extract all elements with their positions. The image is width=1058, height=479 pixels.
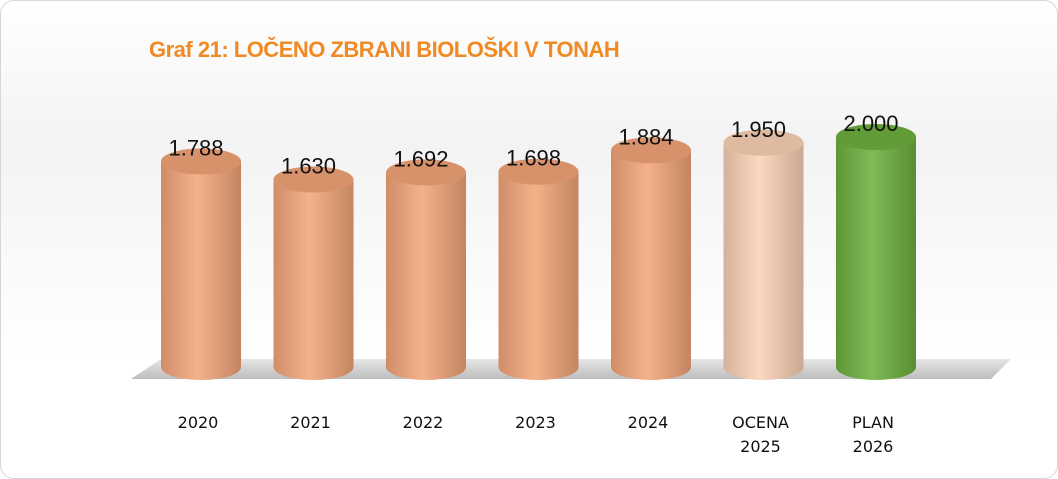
value-label: 1.692 [393, 146, 448, 171]
bar-top [161, 148, 241, 175]
value-label: 2.000 [843, 111, 898, 136]
x-tick-label: 2020 [177, 413, 219, 432]
value-label: 1.698 [506, 146, 561, 171]
value-label: 1.630 [281, 154, 336, 179]
x-tick-label: 2021 [290, 413, 331, 432]
value-label: 1.884 [618, 124, 673, 149]
bar [273, 179, 354, 367]
x-tick-label: 2022 [402, 413, 444, 432]
value-label: 1.788 [168, 135, 223, 160]
x-tick-label: 2024 [627, 413, 669, 432]
x-tick-label: 2023 [515, 413, 556, 432]
x-tick-label: OCENA 2025 [732, 413, 789, 456]
x-tick-label: PLAN 2026 [852, 413, 894, 456]
bar-top [836, 124, 916, 150]
bar-top [386, 159, 466, 186]
bar [611, 150, 691, 367]
bar [498, 171, 579, 367]
bar-top [273, 166, 354, 193]
bar-top [498, 158, 579, 185]
bar [161, 161, 241, 367]
bar-top [723, 129, 804, 156]
bar [836, 137, 916, 367]
bar [386, 172, 466, 367]
value-label: 1.950 [731, 117, 786, 142]
bar [723, 142, 804, 367]
bar-top [611, 137, 691, 164]
chart-title: Graf 21: LOČENO ZBRANI BIOLOŠKI V TONAH [149, 37, 619, 62]
